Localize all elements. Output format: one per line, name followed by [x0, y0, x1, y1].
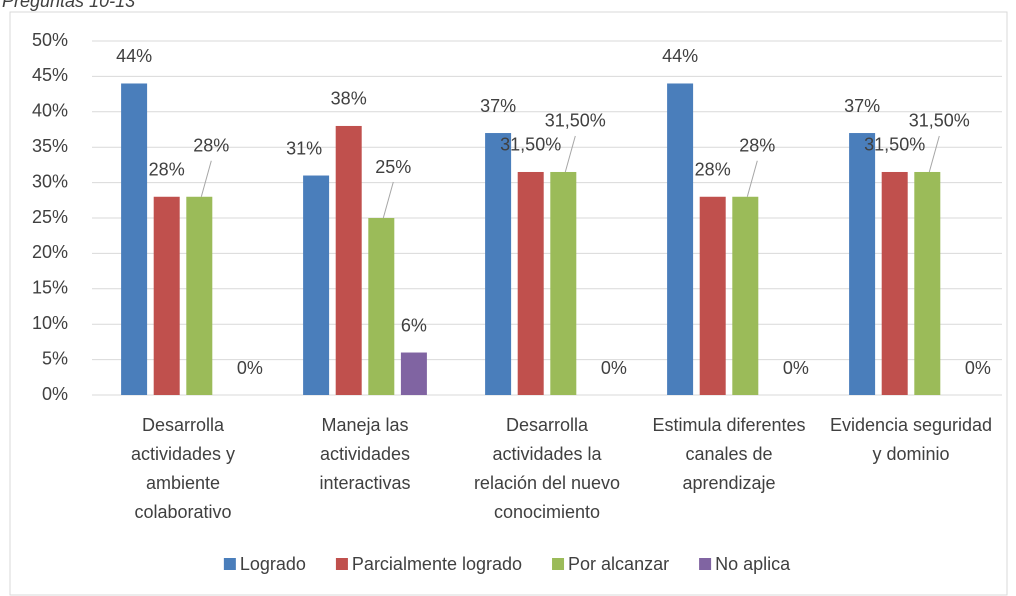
bar	[153, 196, 180, 395]
bar	[550, 171, 577, 395]
bar	[732, 196, 759, 395]
x-tick-line: aprendizaje	[682, 473, 775, 493]
y-tick-label: 45%	[32, 65, 68, 85]
x-tick-line: Desarrolla	[506, 415, 589, 435]
data-label: 0%	[237, 358, 263, 378]
x-tick-label: Desarrolla actividades la relación del nue…	[474, 415, 620, 522]
data-label: 44%	[662, 46, 698, 66]
y-tick-label: 35%	[32, 136, 68, 156]
legend-swatch	[552, 558, 565, 570]
data-label: 28%	[739, 136, 775, 156]
bar	[485, 133, 512, 396]
bar	[881, 171, 908, 395]
y-tick-label: 0%	[42, 384, 68, 404]
data-label: 28%	[193, 136, 229, 156]
data-label: 31,50%	[545, 111, 606, 131]
x-tick-line: interactivas	[319, 473, 410, 493]
legend-swatch	[335, 558, 348, 570]
data-label: 37%	[480, 96, 516, 116]
bar	[517, 171, 544, 395]
x-tick-line: colaborativo	[134, 502, 231, 522]
x-tick-line: Maneja las	[321, 415, 408, 435]
legend-label: Por alcanzar	[568, 554, 669, 574]
bar	[914, 171, 941, 395]
x-tick-label: Maneja las actividades interactivas	[319, 415, 410, 493]
data-label: 0%	[601, 358, 627, 378]
data-label: 28%	[149, 160, 185, 180]
legend-swatch	[699, 558, 712, 570]
y-tick-label: 10%	[32, 313, 68, 333]
x-tick-line: actividades	[320, 444, 410, 464]
y-tick-label: 20%	[32, 242, 68, 262]
bar	[667, 83, 694, 395]
legend: Logrado Parcialmente logrado Por alcanzar N…	[223, 554, 791, 574]
leader-line	[200, 160, 212, 197]
leader-line	[382, 181, 394, 219]
x-tick-line: actividades y	[131, 444, 235, 464]
data-label: 6%	[401, 315, 427, 335]
legend-swatch	[223, 558, 236, 570]
data-label: 28%	[695, 160, 731, 180]
y-tick-label: 30%	[32, 171, 68, 191]
bar	[121, 83, 148, 395]
data-label: 31%	[286, 138, 322, 158]
bar	[368, 218, 395, 395]
y-tick-label: 50%	[32, 30, 68, 50]
x-tick-label: Desarrolla actividades y ambiente colaborat…	[131, 415, 235, 522]
y-tick-label: 40%	[32, 101, 68, 121]
data-label: 25%	[375, 157, 411, 177]
leader-line	[564, 135, 576, 173]
data-label: 44%	[116, 46, 152, 66]
bar	[186, 196, 213, 395]
data-label: 0%	[965, 358, 991, 378]
x-tick-label: Evidencia seguridad y dominio	[830, 415, 992, 464]
data-label: 0%	[783, 358, 809, 378]
data-label: 31,50%	[864, 135, 925, 155]
bar	[335, 125, 362, 396]
legend-label: No aplica	[715, 554, 791, 574]
x-tick-line: canales de	[685, 444, 772, 464]
y-tick-label: 15%	[32, 278, 68, 298]
x-tick-line: ambiente	[146, 473, 220, 493]
x-tick-label: Estimula diferentes canales de aprendizaje	[652, 415, 805, 493]
data-label: 31,50%	[500, 135, 561, 155]
x-tick-line: actividades la	[492, 444, 602, 464]
y-tick-label: 25%	[32, 207, 68, 227]
chart-title: Preguntas 10-13	[2, 0, 135, 11]
bar	[400, 352, 427, 395]
x-tick-line: Evidencia seguridad	[830, 415, 992, 435]
y-tick-label: 5%	[42, 348, 68, 368]
data-label: 37%	[844, 96, 880, 116]
bar	[849, 133, 876, 396]
bar	[303, 175, 330, 395]
legend-label: Parcialmente logrado	[352, 554, 522, 574]
data-label: 38%	[331, 89, 367, 109]
x-tick-line: Desarrolla	[142, 415, 225, 435]
x-tick-line: Estimula diferentes	[652, 415, 805, 435]
legend-label: Logrado	[240, 554, 306, 574]
x-tick-line: conocimiento	[494, 502, 600, 522]
data-label: 31,50%	[909, 111, 970, 131]
bar	[699, 196, 726, 395]
leader-line	[746, 160, 758, 197]
x-tick-line: relación del nuevo	[474, 473, 620, 493]
x-tick-line: y dominio	[872, 444, 949, 464]
leader-line	[928, 135, 940, 173]
